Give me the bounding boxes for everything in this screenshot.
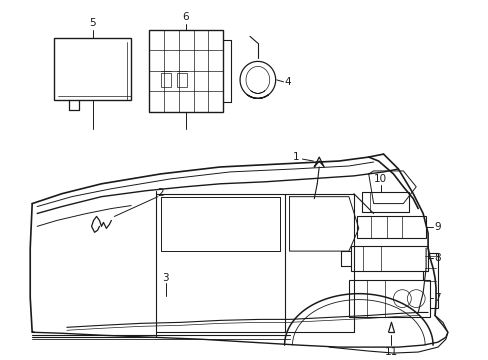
Bar <box>54 38 131 100</box>
Text: 11: 11 <box>384 347 397 357</box>
Text: 6: 6 <box>182 13 188 22</box>
Text: 4: 4 <box>284 77 291 87</box>
Bar <box>176 73 186 87</box>
Bar <box>350 246 427 271</box>
Text: 7: 7 <box>433 293 440 303</box>
Text: 1: 1 <box>292 152 299 162</box>
Text: 9: 9 <box>433 222 440 232</box>
Text: 3: 3 <box>162 273 169 283</box>
Text: 5: 5 <box>89 18 96 28</box>
Bar <box>422 253 437 307</box>
Bar <box>361 192 408 212</box>
Text: 10: 10 <box>373 174 386 184</box>
Bar <box>348 280 429 318</box>
Bar <box>149 30 223 112</box>
Bar <box>356 216 425 238</box>
Bar <box>161 73 170 87</box>
Text: 2: 2 <box>157 188 164 198</box>
Text: 8: 8 <box>433 253 440 263</box>
